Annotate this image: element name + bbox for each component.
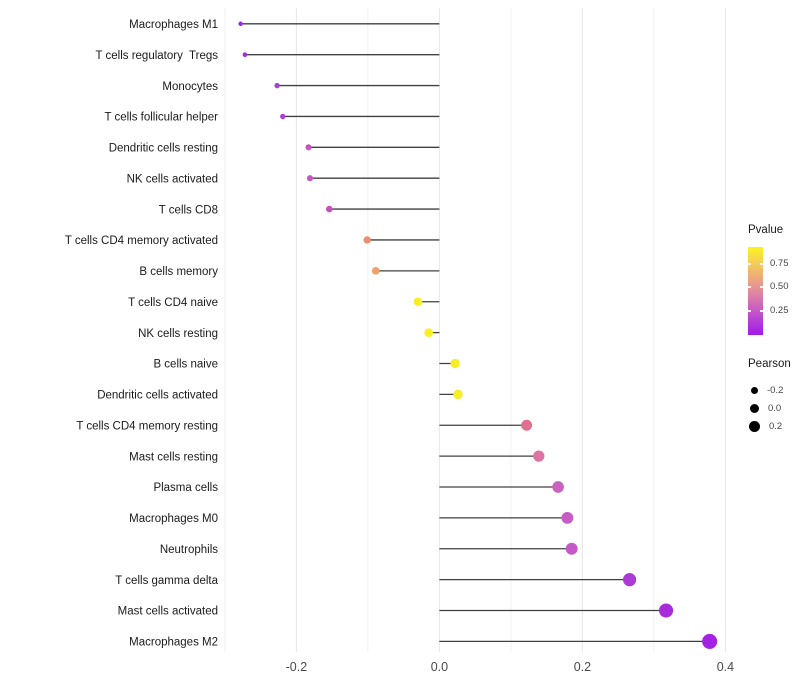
gradient-tick-mark <box>760 310 763 312</box>
gradient-tick-mark <box>760 263 763 265</box>
pvalue-tick-label: 0.25 <box>770 305 789 316</box>
pvalue-gradient-bar <box>748 247 763 335</box>
gradient-tick-mark <box>748 310 751 312</box>
y-axis-label: Macrophages M2 <box>129 637 218 649</box>
data-point <box>533 450 545 462</box>
pearson-legend: Pearson -0.2 0.0 0.2 <box>748 358 791 435</box>
y-axis-label: NK cells activated <box>127 173 218 185</box>
pearson-legend-item: 0.0 <box>748 399 791 417</box>
data-point <box>450 358 460 369</box>
data-point <box>702 633 718 649</box>
pvalue-tick-label: 0.50 <box>770 281 789 292</box>
data-point <box>280 113 286 120</box>
y-axis-label: Mast cells resting <box>129 451 218 463</box>
data-point <box>453 389 463 400</box>
data-point <box>622 573 637 587</box>
data-point <box>274 82 280 89</box>
data-point <box>413 297 423 306</box>
pearson-size-label: 0.0 <box>768 402 782 414</box>
y-axis-label: Dendritic cells activated <box>97 390 218 402</box>
y-axis-label: T cells CD8 <box>159 204 218 216</box>
data-point <box>659 603 674 618</box>
data-point <box>305 144 312 151</box>
gradient-tick-mark <box>748 263 751 265</box>
x-axis-tick-label: -0.2 <box>286 660 308 674</box>
data-point <box>326 205 333 213</box>
y-axis-label: T cells CD4 memory resting <box>76 420 218 432</box>
pearson-size-dot-small <box>751 386 758 394</box>
data-point <box>565 542 578 555</box>
y-axis-label: T cells gamma delta <box>115 575 218 587</box>
data-point <box>363 236 371 244</box>
y-axis-label: Plasma cells <box>153 482 218 494</box>
y-axis-label: Mast cells activated <box>118 606 218 618</box>
data-point <box>371 267 380 275</box>
data-point <box>242 52 248 58</box>
pearson-legend-title: Pearson <box>748 358 791 370</box>
gradient-tick-mark <box>760 286 763 288</box>
x-axis-tick-label: 0.4 <box>717 660 734 674</box>
pvalue-tick-label: 0.75 <box>770 258 789 269</box>
y-axis-label: Macrophages M1 <box>129 19 218 31</box>
pearson-size-dot-medium <box>750 403 759 413</box>
y-axis-label: T cells CD4 memory activated <box>65 235 218 247</box>
data-point <box>306 175 314 182</box>
pearson-size-dot-large <box>749 420 760 432</box>
y-axis-label: Neutrophils <box>160 544 218 556</box>
y-axis-label: T cells follicular helper <box>104 112 218 124</box>
pvalue-legend: Pvalue 0.75 0.50 0.25 <box>748 224 800 335</box>
y-axis-label: Macrophages M0 <box>129 513 218 525</box>
data-point <box>552 481 564 493</box>
pearson-size-label: -0.2 <box>767 384 784 396</box>
y-axis-label: B cells naive <box>153 359 218 371</box>
y-axis-label: T cells regulatory Tregs <box>95 50 218 62</box>
x-axis-tick-label: 0.2 <box>574 660 591 674</box>
y-axis-label: T cells CD4 naive <box>128 297 218 309</box>
data-point <box>424 328 434 337</box>
x-axis-tick-label: 0.0 <box>431 660 448 674</box>
gradient-tick-mark <box>748 286 751 288</box>
pvalue-gradient-wrap: 0.75 0.50 0.25 <box>748 247 800 335</box>
y-axis-label: Dendritic cells resting <box>109 143 218 155</box>
data-point <box>561 511 574 524</box>
y-axis-label: Monocytes <box>162 81 218 93</box>
pvalue-legend-title: Pvalue <box>748 224 784 236</box>
data-point <box>238 21 243 27</box>
pearson-legend-item: -0.2 <box>748 381 791 399</box>
pearson-legend-item: 0.2 <box>748 417 791 435</box>
data-point <box>521 419 533 431</box>
y-axis-label: NK cells resting <box>138 328 218 340</box>
y-axis-label: B cells memory <box>139 266 218 278</box>
pearson-size-label: 0.2 <box>769 420 783 432</box>
